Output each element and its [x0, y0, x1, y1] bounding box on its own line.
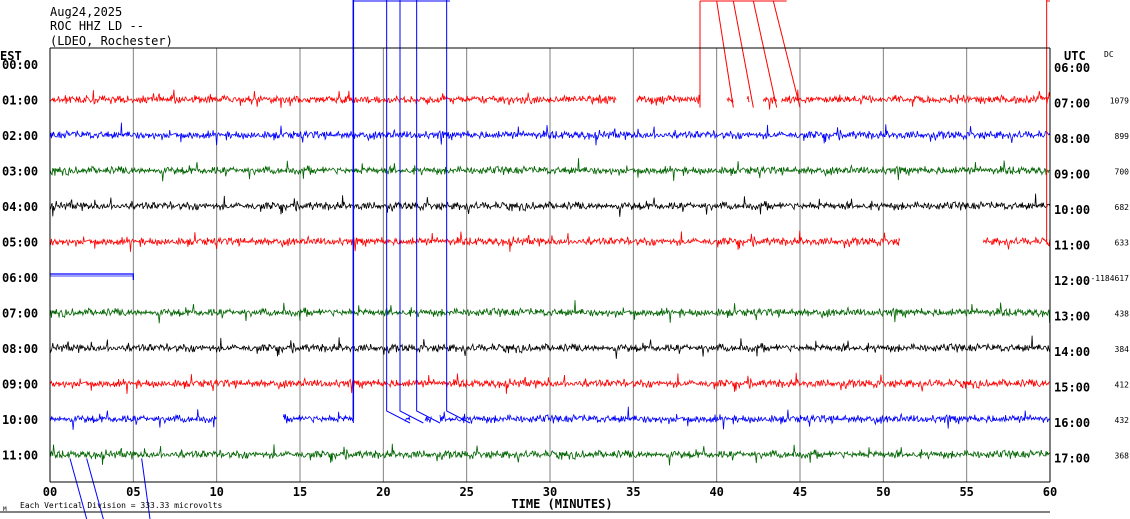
est-tick-label: 01:00 — [2, 94, 38, 108]
est-tick-label: 11:00 — [2, 449, 38, 463]
utc-tick-label: 14:00 — [1054, 345, 1090, 359]
dc-value-label: 682 — [1115, 203, 1130, 212]
trace-row-0800 — [49, 335, 1050, 359]
x-tick-label: 45 — [793, 485, 807, 499]
x-tick-label: 00 — [43, 485, 57, 499]
utc-tick-label: 08:00 — [1054, 132, 1090, 146]
event-line-red-1 — [716, 0, 734, 108]
x-tick-label: 30 — [543, 485, 557, 499]
trace-row-0100 — [781, 89, 1051, 107]
event-line-blue-3 — [416, 0, 441, 424]
trace-row-1000 — [49, 409, 217, 430]
utc-tick-label: 16:00 — [1054, 416, 1090, 430]
trace-row-0700 — [49, 300, 1050, 324]
trace-row-1100 — [49, 443, 1050, 466]
est-tick-label: 10:00 — [2, 413, 38, 427]
utc-tick-label: 12:00 — [1054, 274, 1090, 288]
footer-note: Each Vertical Division = 333.33 microvol… — [20, 501, 222, 510]
est-axis-label: EST — [0, 49, 22, 63]
trace-row-0500 — [982, 236, 1051, 250]
trace-row-0300 — [49, 158, 1050, 182]
utc-tick-label: 17:00 — [1054, 452, 1090, 466]
event-line-blue-2 — [399, 0, 424, 424]
event-line-red-3 — [752, 0, 778, 108]
x-axis-label: TIME (MINUTES) — [511, 497, 612, 511]
dc-value-label: 700 — [1115, 168, 1130, 177]
est-tick-label: 08:00 — [2, 342, 38, 356]
dc-value-label: 899 — [1115, 132, 1130, 141]
dc-value-label: 432 — [1115, 416, 1130, 425]
dc-value-label: 412 — [1115, 381, 1130, 390]
event-line-red-4 — [772, 0, 801, 108]
event-traces — [50, 0, 1050, 519]
dc-value-label: 368 — [1115, 452, 1130, 461]
event-line-blue-bottom-0 — [69, 458, 88, 519]
est-tick-label: 03:00 — [2, 165, 38, 179]
est-tick-label: 05:00 — [2, 236, 38, 250]
x-tick-label: 25 — [459, 485, 473, 499]
est-tick-label: 07:00 — [2, 307, 38, 321]
utc-tick-label: 09:00 — [1054, 168, 1090, 182]
est-tick-label: 02:00 — [2, 129, 38, 143]
header-station: ROC HHZ LD -- — [50, 19, 144, 33]
x-tick-label: 20 — [376, 485, 390, 499]
est-tick-label: 06:00 — [2, 271, 38, 285]
trace-row-0100 — [762, 95, 777, 110]
utc-tick-label: 15:00 — [1054, 381, 1090, 395]
plot-frame — [0, 47, 1051, 513]
event-line-blue-bottom-2 — [141, 458, 151, 519]
trace-row-1000 — [424, 416, 432, 423]
utc-axis-label: UTC — [1064, 49, 1086, 63]
utc-tick-label: 06:00 — [1054, 61, 1090, 75]
est-tick-label: 00:00 — [2, 58, 38, 72]
trace-row-0100 — [49, 89, 617, 108]
corner-mark: M — [3, 506, 7, 513]
trace-row-0100 — [636, 94, 701, 106]
trace-row-0600-flat — [50, 273, 134, 280]
est-tick-label: 09:00 — [2, 378, 38, 392]
utc-tick-label: 11:00 — [1054, 239, 1090, 253]
x-tick-label: 35 — [626, 485, 640, 499]
dc-value-label: 1079 — [1110, 97, 1129, 106]
utc-tick-label: 13:00 — [1054, 310, 1090, 324]
trace-row-1000 — [439, 406, 1051, 430]
event-line-red-2 — [732, 0, 754, 108]
dc-value-label: -1184617 — [1090, 274, 1129, 283]
event-line-blue-4 — [446, 0, 471, 424]
x-tick-label: 50 — [876, 485, 890, 499]
traces — [49, 89, 1051, 466]
trace-row-0500 — [49, 230, 901, 252]
trace-row-1000 — [282, 411, 354, 424]
dc-label: DC — [1104, 50, 1114, 59]
x-tick-label: 60 — [1043, 485, 1057, 499]
event-line-blue-bottom-1 — [86, 458, 104, 519]
utc-tick-label: 10:00 — [1054, 203, 1090, 217]
utc-tick-label: 07:00 — [1054, 97, 1090, 111]
event-line-blue-1 — [386, 0, 411, 424]
trace-row-1000 — [404, 415, 411, 422]
est-tick-label: 04:00 — [2, 200, 38, 214]
dc-value-label: 633 — [1115, 239, 1130, 248]
trace-row-0100 — [746, 95, 750, 103]
grid — [132, 48, 968, 482]
x-tick-label: 55 — [959, 485, 973, 499]
dc-value-label: 384 — [1115, 345, 1130, 354]
header-network: (LDEO, Rochester) — [50, 34, 173, 48]
dc-value-label: 438 — [1115, 310, 1130, 319]
trace-row-0200 — [49, 122, 1050, 146]
x-tick-label: 15 — [293, 485, 307, 499]
axis-labels: EST UTC DC 00:00 06:00 01:00 07:00 1079 02:00 08:… — [0, 49, 1129, 513]
x-tick-label: 40 — [709, 485, 723, 499]
trace-row-0900 — [49, 372, 1050, 394]
x-tick-label: 05 — [126, 485, 140, 499]
trace-row-0400 — [49, 193, 1050, 217]
header-date: Aug24,2025 — [50, 5, 123, 19]
x-tick-label: 10 — [209, 485, 223, 499]
